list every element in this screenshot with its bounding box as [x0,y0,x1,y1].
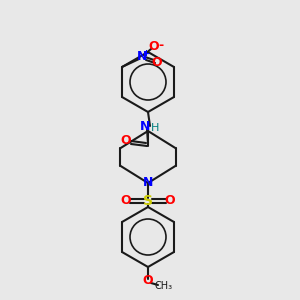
Text: O: O [165,194,175,208]
Text: CH₃: CH₃ [155,281,173,291]
Text: O: O [152,56,162,68]
Text: S: S [143,194,153,208]
Text: O: O [143,274,153,287]
Text: N: N [143,176,153,190]
Text: H: H [151,123,159,133]
Text: N: N [140,119,150,133]
Text: -: - [158,38,164,52]
Text: O: O [121,194,131,208]
Text: O: O [121,134,131,148]
Text: N: N [137,50,147,64]
Text: +: + [142,49,149,58]
Text: O: O [149,40,159,53]
